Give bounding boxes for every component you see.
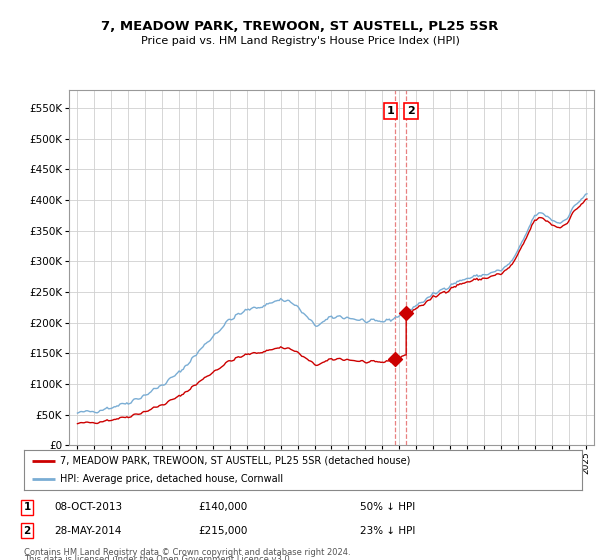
Text: £140,000: £140,000: [198, 502, 247, 512]
Text: Price paid vs. HM Land Registry's House Price Index (HPI): Price paid vs. HM Land Registry's House …: [140, 36, 460, 46]
Text: 23% ↓ HPI: 23% ↓ HPI: [360, 526, 415, 536]
Text: 08-OCT-2013: 08-OCT-2013: [54, 502, 122, 512]
Point: [391, 355, 400, 364]
Point: [401, 309, 411, 318]
Text: 2: 2: [23, 526, 31, 536]
Text: 28-MAY-2014: 28-MAY-2014: [54, 526, 121, 536]
Text: 50% ↓ HPI: 50% ↓ HPI: [360, 502, 415, 512]
Text: Contains HM Land Registry data © Crown copyright and database right 2024.: Contains HM Land Registry data © Crown c…: [24, 548, 350, 557]
Text: This data is licensed under the Open Government Licence v3.0.: This data is licensed under the Open Gov…: [24, 555, 292, 560]
Text: 1: 1: [23, 502, 31, 512]
Text: 7, MEADOW PARK, TREWOON, ST AUSTELL, PL25 5SR (detached house): 7, MEADOW PARK, TREWOON, ST AUSTELL, PL2…: [60, 456, 410, 465]
Text: 1: 1: [387, 106, 394, 116]
Text: £215,000: £215,000: [198, 526, 247, 536]
Text: 2: 2: [407, 106, 415, 116]
Text: 7, MEADOW PARK, TREWOON, ST AUSTELL, PL25 5SR: 7, MEADOW PARK, TREWOON, ST AUSTELL, PL2…: [101, 20, 499, 32]
Text: HPI: Average price, detached house, Cornwall: HPI: Average price, detached house, Corn…: [60, 474, 283, 484]
